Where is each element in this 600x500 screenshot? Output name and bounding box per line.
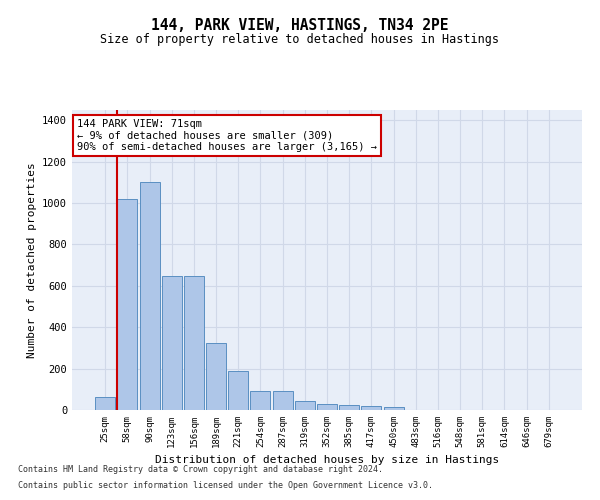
Bar — [95, 396, 115, 410]
Text: Contains public sector information licensed under the Open Government Licence v3: Contains public sector information licen… — [18, 480, 433, 490]
Text: 144 PARK VIEW: 71sqm
← 9% of detached houses are smaller (309)
90% of semi-detac: 144 PARK VIEW: 71sqm ← 9% of detached ho… — [77, 119, 377, 152]
Bar — [295, 400, 315, 410]
Text: Size of property relative to detached houses in Hastings: Size of property relative to detached ho… — [101, 32, 499, 46]
Y-axis label: Number of detached properties: Number of detached properties — [26, 162, 37, 358]
Bar — [383, 407, 404, 410]
Bar — [250, 392, 271, 410]
X-axis label: Distribution of detached houses by size in Hastings: Distribution of detached houses by size … — [155, 456, 499, 466]
Bar — [206, 343, 226, 410]
Bar — [317, 404, 337, 410]
Bar — [140, 182, 160, 410]
Bar — [272, 392, 293, 410]
Bar — [184, 276, 204, 410]
Bar — [118, 199, 137, 410]
Bar — [162, 276, 182, 410]
Bar — [339, 405, 359, 410]
Text: Contains HM Land Registry data © Crown copyright and database right 2024.: Contains HM Land Registry data © Crown c… — [18, 466, 383, 474]
Bar — [361, 406, 382, 410]
Bar — [228, 370, 248, 410]
Text: 144, PARK VIEW, HASTINGS, TN34 2PE: 144, PARK VIEW, HASTINGS, TN34 2PE — [151, 18, 449, 32]
